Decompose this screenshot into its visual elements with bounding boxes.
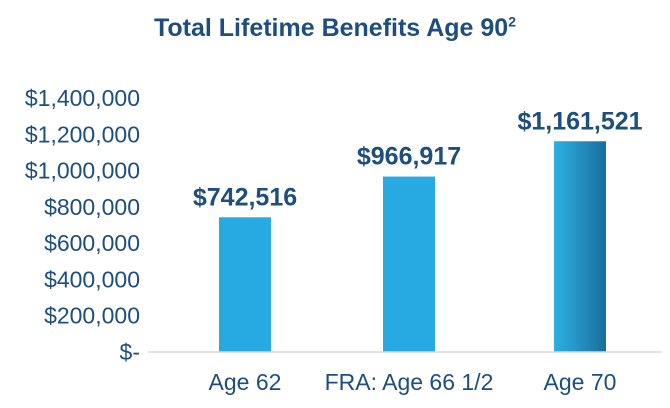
y-tick-label: $600,000 (44, 230, 140, 256)
x-category-label: Age 62 (209, 369, 282, 395)
chart-title: Total Lifetime Benefits Age 902 (0, 14, 670, 43)
y-tick-label: $200,000 (44, 303, 140, 329)
bar-3 (554, 141, 606, 352)
y-tick-label: $1,000,000 (25, 158, 140, 184)
x-category-label: Age 70 (544, 369, 617, 395)
bar-2 (383, 176, 435, 352)
y-tick-label: $1,400,000 (25, 85, 140, 111)
data-label: $742,516 (193, 183, 297, 211)
y-tick-label: $800,000 (44, 194, 140, 220)
y-tick-label: $400,000 (44, 266, 140, 292)
x-category-label: FRA: Age 66 1/2 (325, 369, 494, 395)
bar-1 (219, 217, 271, 352)
chart-title-superscript: 2 (508, 13, 517, 30)
y-axis: $- $200,000 $400,000 $600,000 $800,000 $1,000… (25, 85, 140, 365)
bars: $742,516 $966,917 $1,161,521 (193, 107, 643, 352)
y-tick-label: $- (120, 339, 140, 365)
chart-title-text: Total Lifetime Benefits Age 90 (153, 14, 509, 42)
data-label: $966,917 (357, 143, 461, 171)
y-tick-label: $1,200,000 (25, 121, 140, 147)
data-label: $1,161,521 (517, 107, 642, 135)
x-axis: Age 62 FRA: Age 66 1/2 Age 70 (148, 351, 662, 395)
